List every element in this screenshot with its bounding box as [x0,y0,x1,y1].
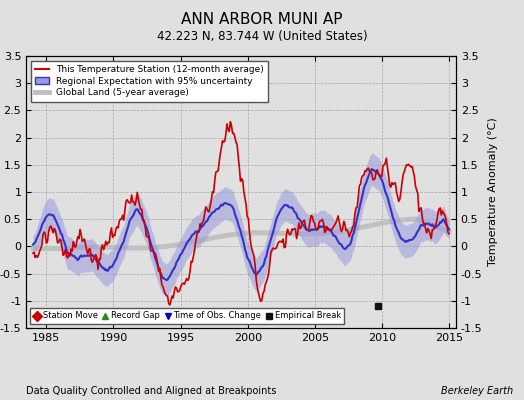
Text: Berkeley Earth: Berkeley Earth [441,386,514,396]
Legend: Station Move, Record Gap, Time of Obs. Change, Empirical Break: Station Move, Record Gap, Time of Obs. C… [30,308,344,324]
Text: Data Quality Controlled and Aligned at Breakpoints: Data Quality Controlled and Aligned at B… [26,386,277,396]
Text: 42.223 N, 83.744 W (United States): 42.223 N, 83.744 W (United States) [157,30,367,43]
Text: ANN ARBOR MUNI AP: ANN ARBOR MUNI AP [181,12,343,27]
Y-axis label: Temperature Anomaly (°C): Temperature Anomaly (°C) [488,118,498,266]
